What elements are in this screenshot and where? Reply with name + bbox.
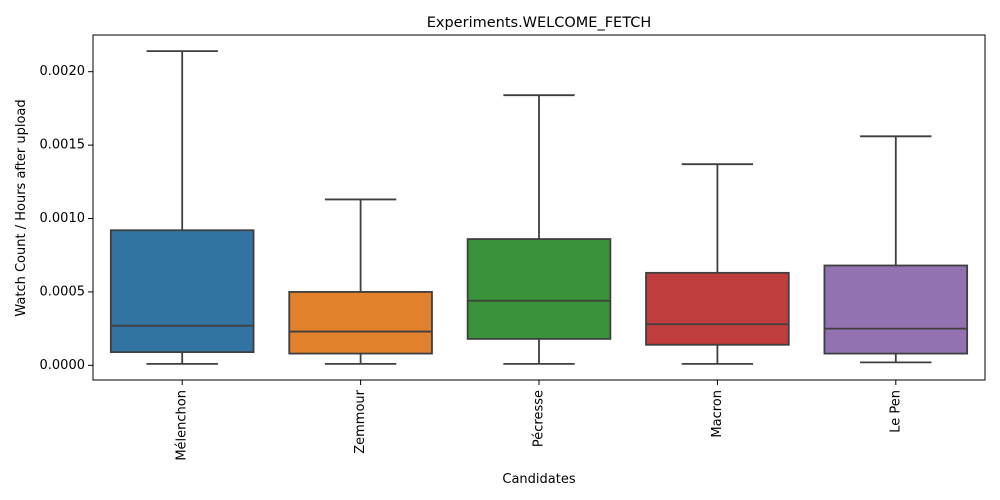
x-axis-title: Candidates [502,472,575,487]
x-tick-label-m-lenchon: Mélenchon [175,390,190,461]
box-p-cresse [466,238,612,340]
plot-area: Mélenchon Zemmour Pécresse Macron Le Pen 0.00… [40,34,986,461]
box-le-pen [823,264,969,355]
y-tick-label: 0.0005 [40,284,86,299]
y-axis-title: Watch Count / Hours after upload [14,99,29,316]
x-tick-label-p-cresse: Pécresse [532,390,547,447]
chart-title: Experiments.WELCOME_FETCH [427,15,652,31]
y-tick-label: 0.0000 [40,358,86,373]
box-macron [645,271,790,346]
box-m-lenchon [109,229,255,354]
box-zemmour [288,291,433,355]
x-tick-label-le-pen: Le Pen [888,390,903,433]
y-tick-label: 0.0015 [40,138,86,153]
y-tick-label: 0.0010 [40,211,86,226]
y-tick-label: 0.0020 [40,64,86,79]
x-tick-label-zemmour: Zemmour [353,389,368,453]
x-tick-label-macron: Macron [710,390,725,438]
plot-frame [92,34,986,381]
